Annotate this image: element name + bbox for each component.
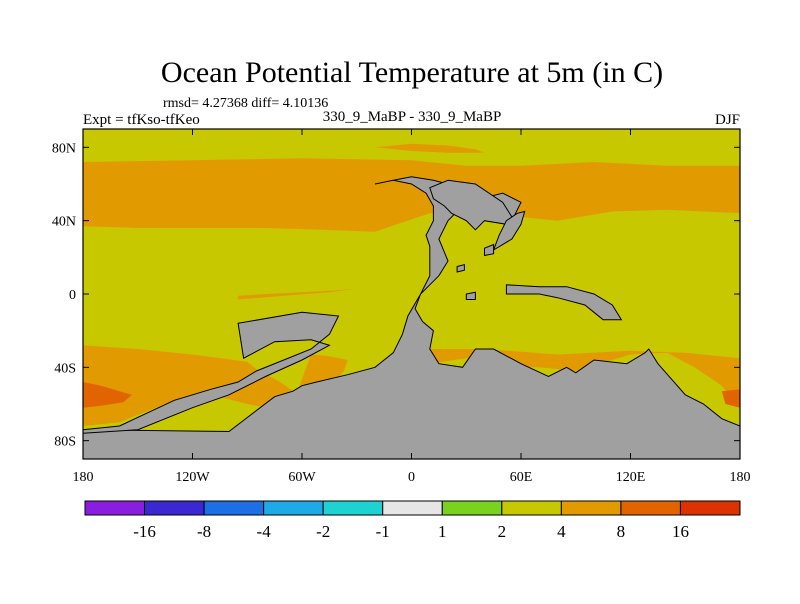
colorbar-label: 1: [438, 522, 447, 541]
colorbar: -16 -8 -4 -2 -1 1 2 4 8 16: [84, 500, 741, 541]
colorbar-label: 4: [557, 522, 566, 541]
colorbar-swatch: [560, 500, 622, 516]
y-tick-label: 0: [69, 288, 76, 303]
y-tick-label: 40S: [54, 361, 76, 376]
colorbar-label: 16: [672, 522, 689, 541]
colorbar-swatch: [144, 500, 205, 516]
x-tick-label: 180: [730, 470, 751, 485]
colorbar-label: 2: [498, 522, 507, 541]
colorbar-swatch: [441, 500, 503, 516]
colorbar-label: -16: [133, 522, 156, 541]
region-land-north-east: [429, 179, 513, 231]
experiment-label: Expt = tfKso-tfKeo: [83, 112, 200, 128]
colorbar-swatch: [203, 500, 265, 516]
region-equatorial-band-4to8: [238, 288, 357, 300]
y-tick-label: 40N: [52, 215, 76, 230]
x-tick-label: 180: [73, 470, 94, 485]
x-tick-label: 60E: [510, 470, 533, 485]
colorbar-label: -4: [257, 522, 272, 541]
region-south-pacific-16: [83, 382, 133, 408]
colorbar-swatch: [382, 500, 443, 516]
region-land-west-coast-strip: [83, 311, 340, 434]
season-label: DJF: [715, 112, 740, 128]
colorbar-swatch: [263, 500, 324, 516]
region-island-2: [456, 264, 465, 273]
colorbar-label: -8: [197, 522, 211, 541]
region-arctic-tongue-4to8: [375, 143, 485, 153]
stats-label: rmsd= 4.27368 diff= 4.10136: [163, 96, 328, 111]
colorbar-swatch: [501, 500, 562, 516]
colorbar-swatch: [322, 500, 384, 516]
colorbar-label: 8: [617, 522, 626, 541]
y-tick-label: 80S: [54, 435, 76, 450]
x-tick-label: 120E: [616, 470, 646, 485]
colorbar-swatch: [679, 500, 741, 516]
region-island-1: [484, 243, 495, 257]
x-tick-label: 0: [408, 470, 415, 485]
map-axes: 180 120W 60W 0 60E 120E 180 80N 40N 0 40S 80S: [52, 128, 751, 485]
x-tick-label: 60W: [288, 470, 316, 485]
region-land-tibet-india: [492, 210, 526, 252]
region-nh-band-4to8: [83, 158, 740, 232]
x-tick-label: 120W: [175, 470, 210, 485]
region-island-3: [465, 291, 476, 300]
chart-title: Ocean Potential Temperature at 5m (in C): [161, 56, 663, 89]
region-south-pacific-band-4to8: [83, 345, 321, 426]
colorbar-swatch: [84, 500, 146, 516]
region-east-edge-16: [721, 389, 740, 408]
y-tick-label: 80N: [52, 141, 76, 156]
colorbar-label: -2: [316, 522, 330, 541]
region-land-east-spit: [505, 284, 623, 321]
colorbar-swatch: [620, 500, 681, 516]
case-label: 330_9_MaBP - 330_9_MaBP: [323, 109, 502, 125]
colorbar-label: -1: [376, 522, 390, 541]
map-plot-area: [83, 129, 740, 459]
